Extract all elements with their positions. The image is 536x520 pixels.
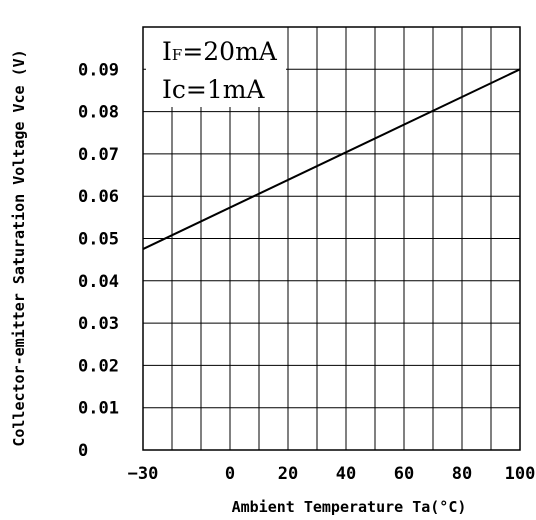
condition-if-main: I bbox=[162, 37, 172, 66]
x-tick-label: 60 bbox=[394, 464, 414, 484]
y-tick-label: 0 bbox=[78, 441, 88, 461]
y-tick-label: 0.04 bbox=[78, 272, 119, 292]
x-tick-label: 100 bbox=[505, 464, 536, 484]
condition-if-value: =20mA bbox=[182, 37, 277, 66]
y-tick-label: 0.05 bbox=[78, 230, 119, 250]
conditions-box-background bbox=[146, 27, 286, 107]
y-axis-label: Collector-emitter Saturation Voltage Vce… bbox=[10, 49, 28, 446]
y-tick-label: 0.09 bbox=[78, 60, 119, 80]
series-line bbox=[142, 68, 521, 250]
x-tick-label: 20 bbox=[278, 464, 298, 484]
condition-ic: Ic=1mA bbox=[162, 75, 265, 104]
condition-if: IF=20mA bbox=[162, 37, 278, 66]
y-tick-label: 0.07 bbox=[78, 145, 119, 165]
plot-frame bbox=[142, 26, 521, 451]
x-tick-label: 0 bbox=[225, 464, 235, 484]
series-layer bbox=[142, 68, 521, 250]
x-tick-label: 40 bbox=[336, 464, 356, 484]
condition-if-subscript: F bbox=[172, 46, 182, 64]
x-tick-label: 80 bbox=[452, 464, 472, 484]
y-tick-label: 0.06 bbox=[78, 187, 119, 207]
x-axis-label: Ambient Temperature Ta(°C) bbox=[232, 498, 467, 516]
y-tick-labels: 0 0.01 0.02 0.03 0.04 0.05 0.06 0.07 0.08 0.09 bbox=[78, 60, 119, 461]
y-tick-label: 0.08 bbox=[78, 103, 119, 123]
y-tick-label: 0.01 bbox=[78, 399, 119, 419]
y-tick-label: 0.03 bbox=[78, 314, 119, 334]
conditions-box: IF=20mA Ic=1mA bbox=[146, 27, 286, 107]
y-tick-label: 0.02 bbox=[78, 356, 119, 376]
x-tick-labels: −30 0 20 40 60 80 100 bbox=[128, 464, 536, 484]
x-tick-label: −30 bbox=[128, 464, 159, 484]
